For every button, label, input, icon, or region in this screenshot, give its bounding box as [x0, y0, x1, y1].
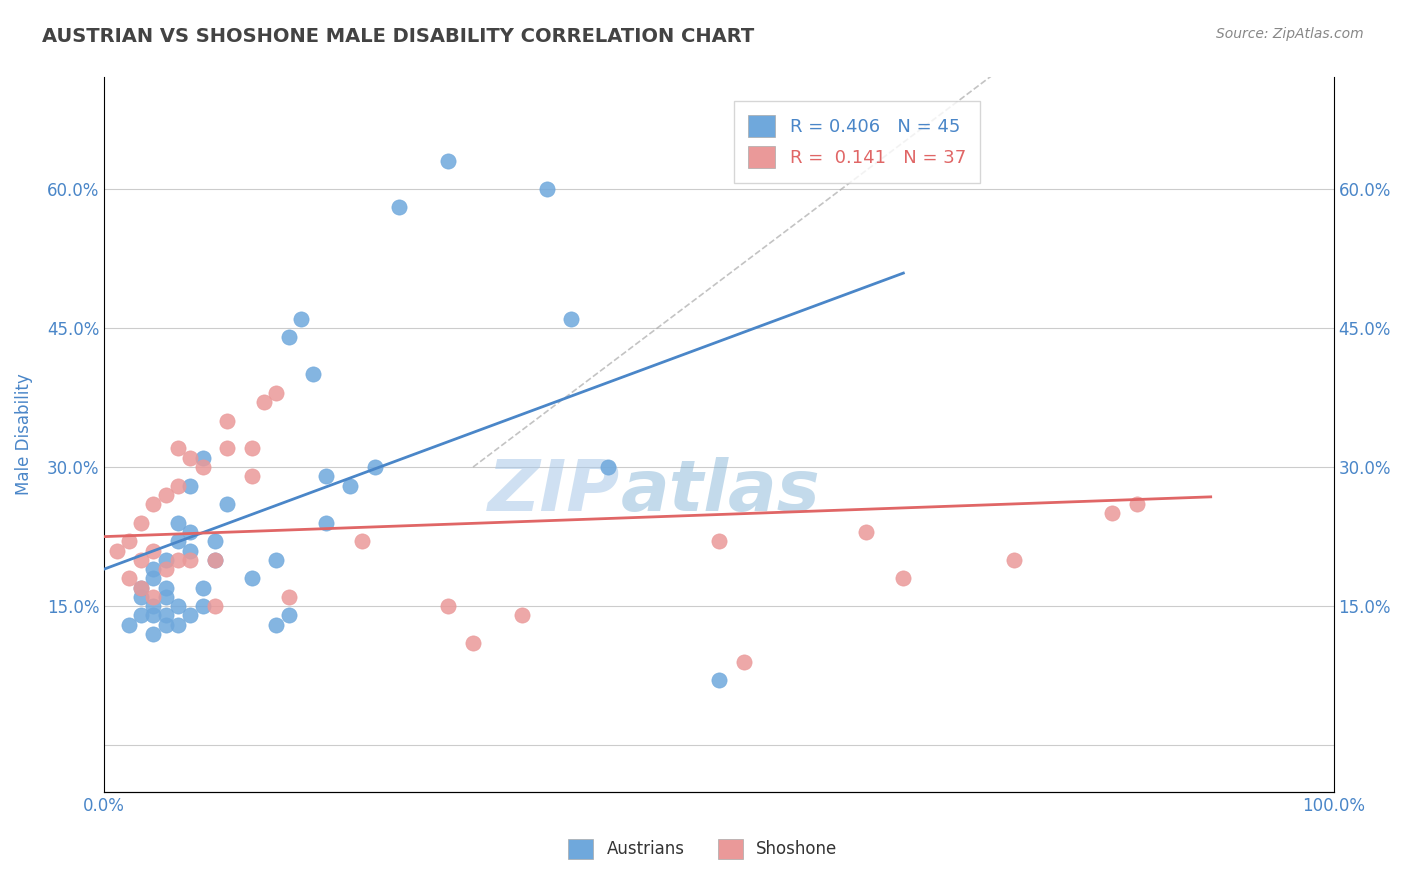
Point	[1126, 497, 1149, 511]
Point	[891, 571, 914, 585]
Point	[179, 524, 201, 539]
Point	[536, 182, 558, 196]
Point	[364, 460, 387, 475]
Point	[217, 414, 239, 428]
Point	[167, 478, 190, 492]
Point	[510, 608, 533, 623]
Y-axis label: Male Disability: Male Disability	[15, 374, 32, 495]
Point	[155, 617, 177, 632]
Point	[142, 599, 165, 614]
Point	[129, 581, 152, 595]
Point	[352, 534, 374, 549]
Point	[437, 153, 460, 168]
Point	[339, 478, 361, 492]
Point	[266, 617, 288, 632]
Point	[598, 460, 620, 475]
Point	[302, 368, 325, 382]
Point	[129, 608, 152, 623]
Point	[733, 655, 755, 669]
Point	[266, 553, 288, 567]
Point	[191, 450, 214, 465]
Point	[179, 478, 201, 492]
Point	[240, 571, 263, 585]
Point	[217, 442, 239, 456]
Legend: Austrians, Shoshone: Austrians, Shoshone	[562, 832, 844, 866]
Point	[155, 608, 177, 623]
Point	[167, 599, 190, 614]
Point	[204, 534, 226, 549]
Point	[253, 395, 276, 409]
Point	[277, 330, 299, 344]
Point	[707, 534, 730, 549]
Point	[155, 553, 177, 567]
Point	[560, 311, 582, 326]
Legend: R = 0.406   N = 45, R =  0.141   N = 37: R = 0.406 N = 45, R = 0.141 N = 37	[734, 101, 980, 183]
Point	[155, 590, 177, 604]
Point	[191, 599, 214, 614]
Point	[179, 543, 201, 558]
Point	[855, 524, 877, 539]
Point	[388, 200, 411, 214]
Point	[129, 553, 152, 567]
Point	[167, 617, 190, 632]
Point	[142, 562, 165, 576]
Point	[118, 571, 141, 585]
Point	[240, 469, 263, 483]
Point	[129, 590, 152, 604]
Point	[266, 385, 288, 400]
Text: AUSTRIAN VS SHOSHONE MALE DISABILITY CORRELATION CHART: AUSTRIAN VS SHOSHONE MALE DISABILITY COR…	[42, 27, 755, 45]
Point	[179, 608, 201, 623]
Point	[142, 608, 165, 623]
Point	[118, 534, 141, 549]
Point	[290, 311, 312, 326]
Point	[167, 442, 190, 456]
Point	[142, 497, 165, 511]
Point	[707, 673, 730, 688]
Point	[191, 581, 214, 595]
Point	[105, 543, 128, 558]
Point	[277, 590, 299, 604]
Point	[142, 543, 165, 558]
Point	[155, 562, 177, 576]
Point	[142, 571, 165, 585]
Point	[461, 636, 484, 650]
Point	[142, 627, 165, 641]
Point	[204, 553, 226, 567]
Text: atlas: atlas	[620, 458, 820, 526]
Point	[167, 534, 190, 549]
Point	[142, 590, 165, 604]
Point	[167, 516, 190, 530]
Point	[204, 553, 226, 567]
Point	[155, 488, 177, 502]
Point	[277, 608, 299, 623]
Text: Source: ZipAtlas.com: Source: ZipAtlas.com	[1216, 27, 1364, 41]
Point	[191, 460, 214, 475]
Point	[1101, 507, 1123, 521]
Point	[179, 553, 201, 567]
Point	[437, 599, 460, 614]
Point	[217, 497, 239, 511]
Point	[129, 516, 152, 530]
Point	[204, 599, 226, 614]
Point	[315, 516, 337, 530]
Point	[118, 617, 141, 632]
Point	[240, 442, 263, 456]
Point	[179, 450, 201, 465]
Point	[167, 553, 190, 567]
Point	[1002, 553, 1025, 567]
Point	[129, 581, 152, 595]
Point	[315, 469, 337, 483]
Text: ZIP: ZIP	[488, 458, 620, 526]
Point	[155, 581, 177, 595]
